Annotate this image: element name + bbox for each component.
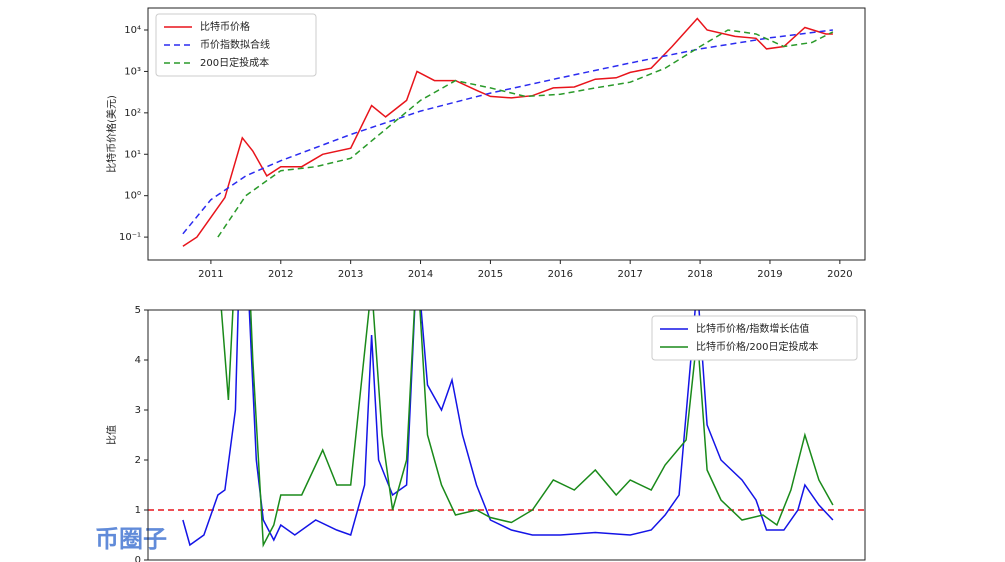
y-axis-label: 比值: [105, 425, 118, 445]
y-tick-label: 10⁰: [124, 191, 141, 202]
y-tick-label: 0: [135, 555, 141, 562]
axes-frame: [147, 7, 866, 261]
x-tick-label: 2011: [198, 269, 223, 280]
x-tick-label: 2015: [478, 269, 503, 280]
plot-area: [148, 310, 865, 548]
x-tick-label: 2019: [757, 269, 782, 280]
plot-area: [182, 17, 834, 247]
axes-frame: [147, 309, 866, 561]
series-line: [182, 29, 833, 235]
x-tick-label: 2013: [338, 269, 363, 280]
legend-label: 币价指数拟合线: [200, 38, 270, 51]
y-axis-label: 比特币价格(美元): [105, 95, 118, 173]
legend-label: 200日定投成本: [200, 56, 269, 69]
y-tick-label: 2: [135, 455, 141, 466]
x-tick-label: 2020: [827, 269, 852, 280]
x-tick-label: 2012: [268, 269, 293, 280]
y-tick-label: 10¹: [124, 149, 141, 160]
x-tick-label: 2016: [548, 269, 573, 280]
y-tick-label: 3: [135, 405, 141, 416]
legend-label: 比特币价格/指数增长估值: [696, 322, 809, 335]
y-tick-label: 5: [135, 305, 141, 316]
watermark: 币圈子: [95, 525, 167, 553]
series-line: [182, 310, 834, 547]
legend-box: [651, 315, 858, 361]
y-tick-label: 10⁻¹: [119, 232, 141, 243]
y-tick-label: 10⁴: [124, 25, 141, 36]
series-line: [220, 310, 834, 548]
legend-label: 比特币价格: [200, 20, 250, 33]
series-line: [217, 29, 834, 238]
x-tick-label: 2014: [408, 269, 433, 280]
series-line: [182, 17, 833, 247]
x-tick-label: 2017: [617, 269, 642, 280]
x-tick-label: 2018: [687, 269, 712, 280]
legend-box: [155, 13, 317, 77]
y-tick-label: 4: [135, 355, 141, 366]
y-tick-label: 10³: [124, 66, 141, 77]
y-tick-label: 10²: [124, 108, 141, 119]
legend-label: 比特币价格/200日定投成本: [696, 340, 818, 353]
y-tick-label: 1: [135, 505, 141, 516]
